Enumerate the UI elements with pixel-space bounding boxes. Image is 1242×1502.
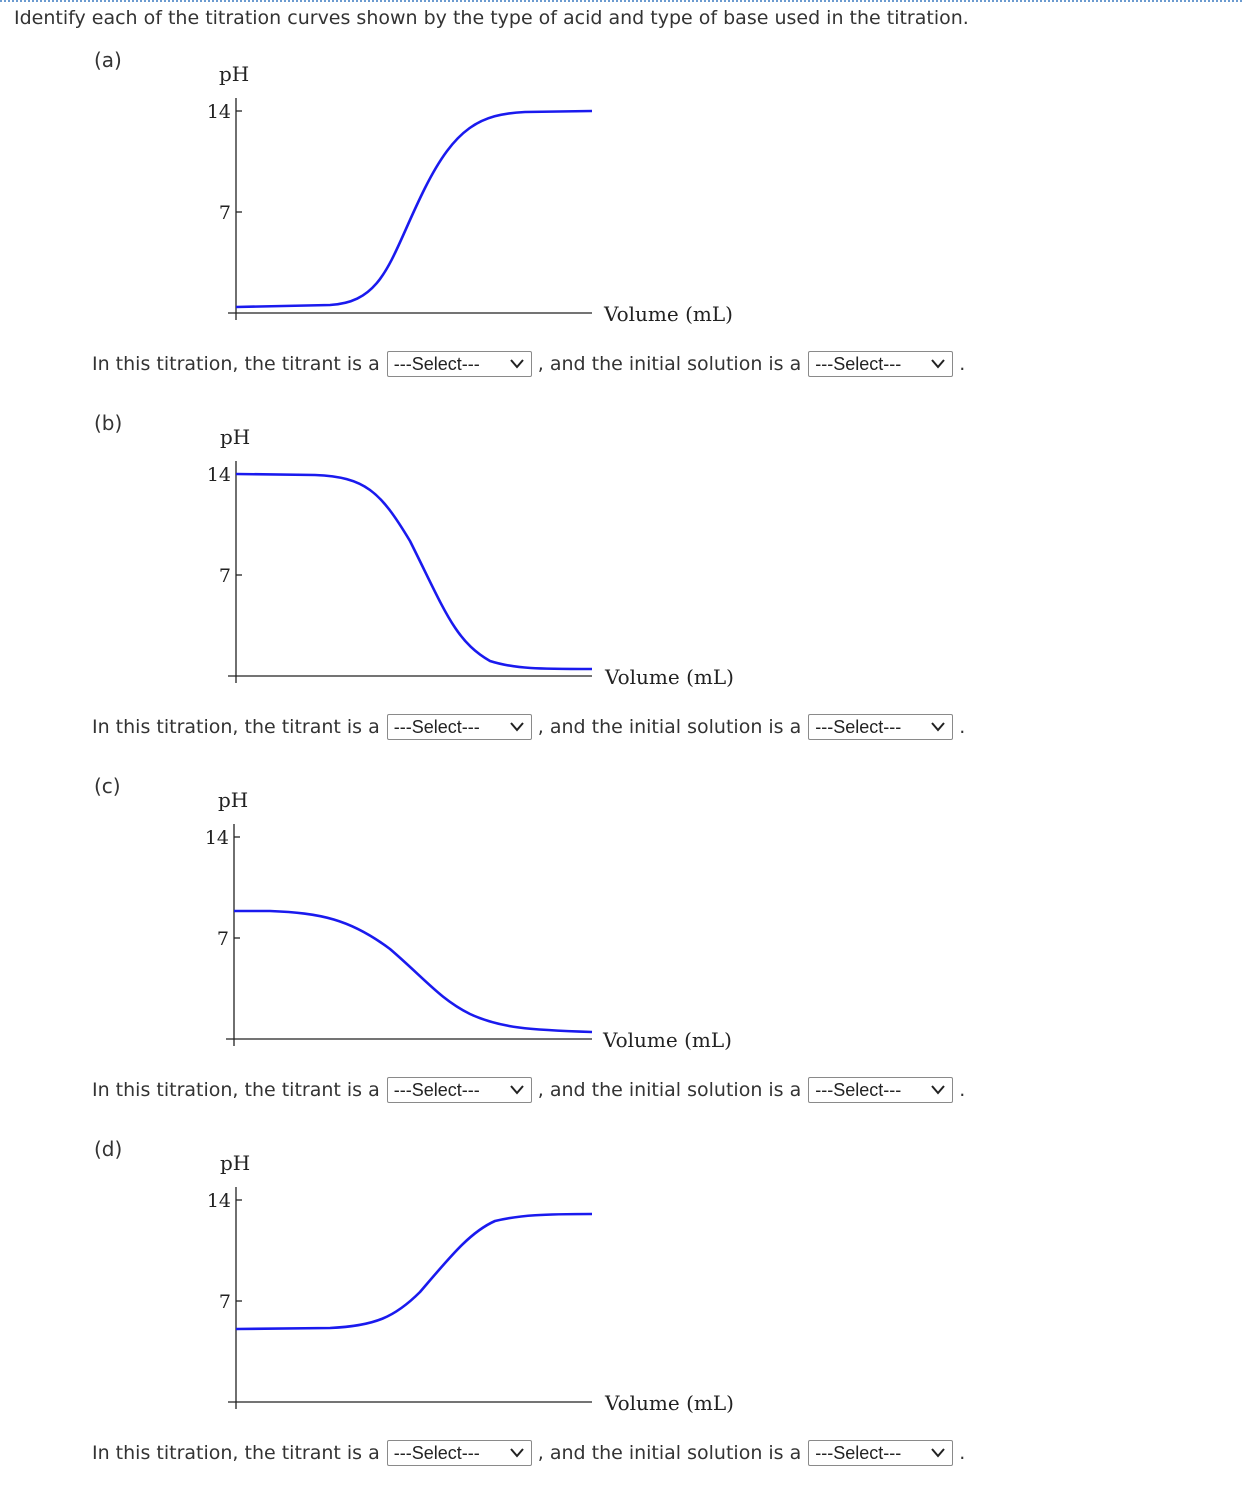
initial-solution-select[interactable]: ---Select--- xyxy=(808,714,954,740)
sentence-prefix: In this titration, the titrant is a xyxy=(92,1079,380,1101)
titration-curve xyxy=(234,909,593,1034)
select-value: ---Select--- xyxy=(393,353,480,374)
y-axis-label: pH xyxy=(220,425,250,449)
titrant-select[interactable]: ---Select--- xyxy=(386,351,532,377)
tick-label-14: 14 xyxy=(205,827,229,849)
select-value: ---Select--- xyxy=(815,1079,902,1100)
part-label: (b) xyxy=(94,411,123,435)
x-axis-label: Volume (mL) xyxy=(602,1028,732,1052)
sentence-suffix: . xyxy=(959,1079,966,1101)
y-axis-label: pH xyxy=(220,1151,250,1175)
initial-solution-select[interactable]: ---Select--- xyxy=(808,351,954,377)
question-text: Identify each of the titration curves sh… xyxy=(14,7,969,29)
tick-label-7: 7 xyxy=(219,1291,231,1313)
chevron-down-icon xyxy=(509,359,524,369)
chevron-down-icon xyxy=(509,722,524,732)
titration-curve xyxy=(235,472,593,671)
part-c: (c) pH 14 7 Volume (mL) In this titratio… xyxy=(0,774,1242,1137)
sentence-prefix: In this titration, the titrant is a xyxy=(92,353,380,375)
top-dotted-rule xyxy=(0,0,1242,2)
part-label: (a) xyxy=(94,48,122,72)
y-axis-label: pH xyxy=(219,62,249,86)
sentence-suffix: . xyxy=(959,716,966,738)
select-value: ---Select--- xyxy=(393,716,480,737)
tick-label-14: 14 xyxy=(207,1190,231,1212)
select-value: ---Select--- xyxy=(815,353,902,374)
titration-plot-d: pH 14 7 Volume (mL) xyxy=(207,1151,734,1415)
sentence-prefix: In this titration, the titrant is a xyxy=(92,1442,380,1464)
tick-label-7: 7 xyxy=(219,565,231,587)
sentence-suffix: . xyxy=(959,353,966,375)
titration-plot-a: pH 14 7 Volume (mL) xyxy=(207,62,733,326)
tick-label-7: 7 xyxy=(219,202,231,224)
sentence-middle: , and the initial solution is a xyxy=(537,1442,802,1464)
part-b: (b) pH 14 7 Volume (mL) In this titratio… xyxy=(0,411,1242,774)
chevron-down-icon xyxy=(931,1448,946,1458)
x-axis-label: Volume (mL) xyxy=(603,302,733,326)
part-d: (d) pH 14 7 Volume (mL) In this titratio… xyxy=(0,1137,1242,1500)
titration-plot-b: pH 14 7 Volume (mL) xyxy=(207,425,734,689)
titrant-select[interactable]: ---Select--- xyxy=(386,1077,532,1103)
part-label: (c) xyxy=(94,774,121,798)
tick-label-7: 7 xyxy=(217,928,229,950)
tick-label-14: 14 xyxy=(207,464,231,486)
x-axis-label: Volume (mL) xyxy=(604,665,734,689)
y-axis-label: pH xyxy=(218,788,248,812)
sentence-prefix: In this titration, the titrant is a xyxy=(92,716,380,738)
titrant-select[interactable]: ---Select--- xyxy=(386,714,532,740)
chevron-down-icon xyxy=(509,1085,524,1095)
chevron-down-icon xyxy=(931,359,946,369)
answer-sentence: In this titration, the titrant is a ---S… xyxy=(92,1075,965,1105)
titrant-select[interactable]: ---Select--- xyxy=(386,1440,532,1466)
select-value: ---Select--- xyxy=(393,1442,480,1463)
select-value: ---Select--- xyxy=(393,1079,480,1100)
sentence-middle: , and the initial solution is a xyxy=(537,353,802,375)
part-label: (d) xyxy=(94,1137,123,1161)
tick-label-14: 14 xyxy=(207,101,231,123)
initial-solution-select[interactable]: ---Select--- xyxy=(808,1077,954,1103)
chevron-down-icon xyxy=(931,722,946,732)
titration-curve xyxy=(235,1212,593,1331)
sentence-suffix: . xyxy=(959,1442,966,1464)
x-axis-label: Volume (mL) xyxy=(604,1391,734,1415)
titration-curve xyxy=(235,109,593,309)
sentence-middle: , and the initial solution is a xyxy=(537,1079,802,1101)
chevron-down-icon xyxy=(931,1085,946,1095)
titration-plot-c: pH 14 7 Volume (mL) xyxy=(205,788,732,1052)
part-a: (a) pH 14 7 Volume (mL) In this titratio… xyxy=(0,48,1242,411)
answer-sentence: In this titration, the titrant is a ---S… xyxy=(92,712,965,742)
select-value: ---Select--- xyxy=(815,716,902,737)
initial-solution-select[interactable]: ---Select--- xyxy=(808,1440,954,1466)
chevron-down-icon xyxy=(509,1448,524,1458)
sentence-middle: , and the initial solution is a xyxy=(537,716,802,738)
answer-sentence: In this titration, the titrant is a ---S… xyxy=(92,349,965,379)
answer-sentence: In this titration, the titrant is a ---S… xyxy=(92,1438,965,1468)
select-value: ---Select--- xyxy=(815,1442,902,1463)
